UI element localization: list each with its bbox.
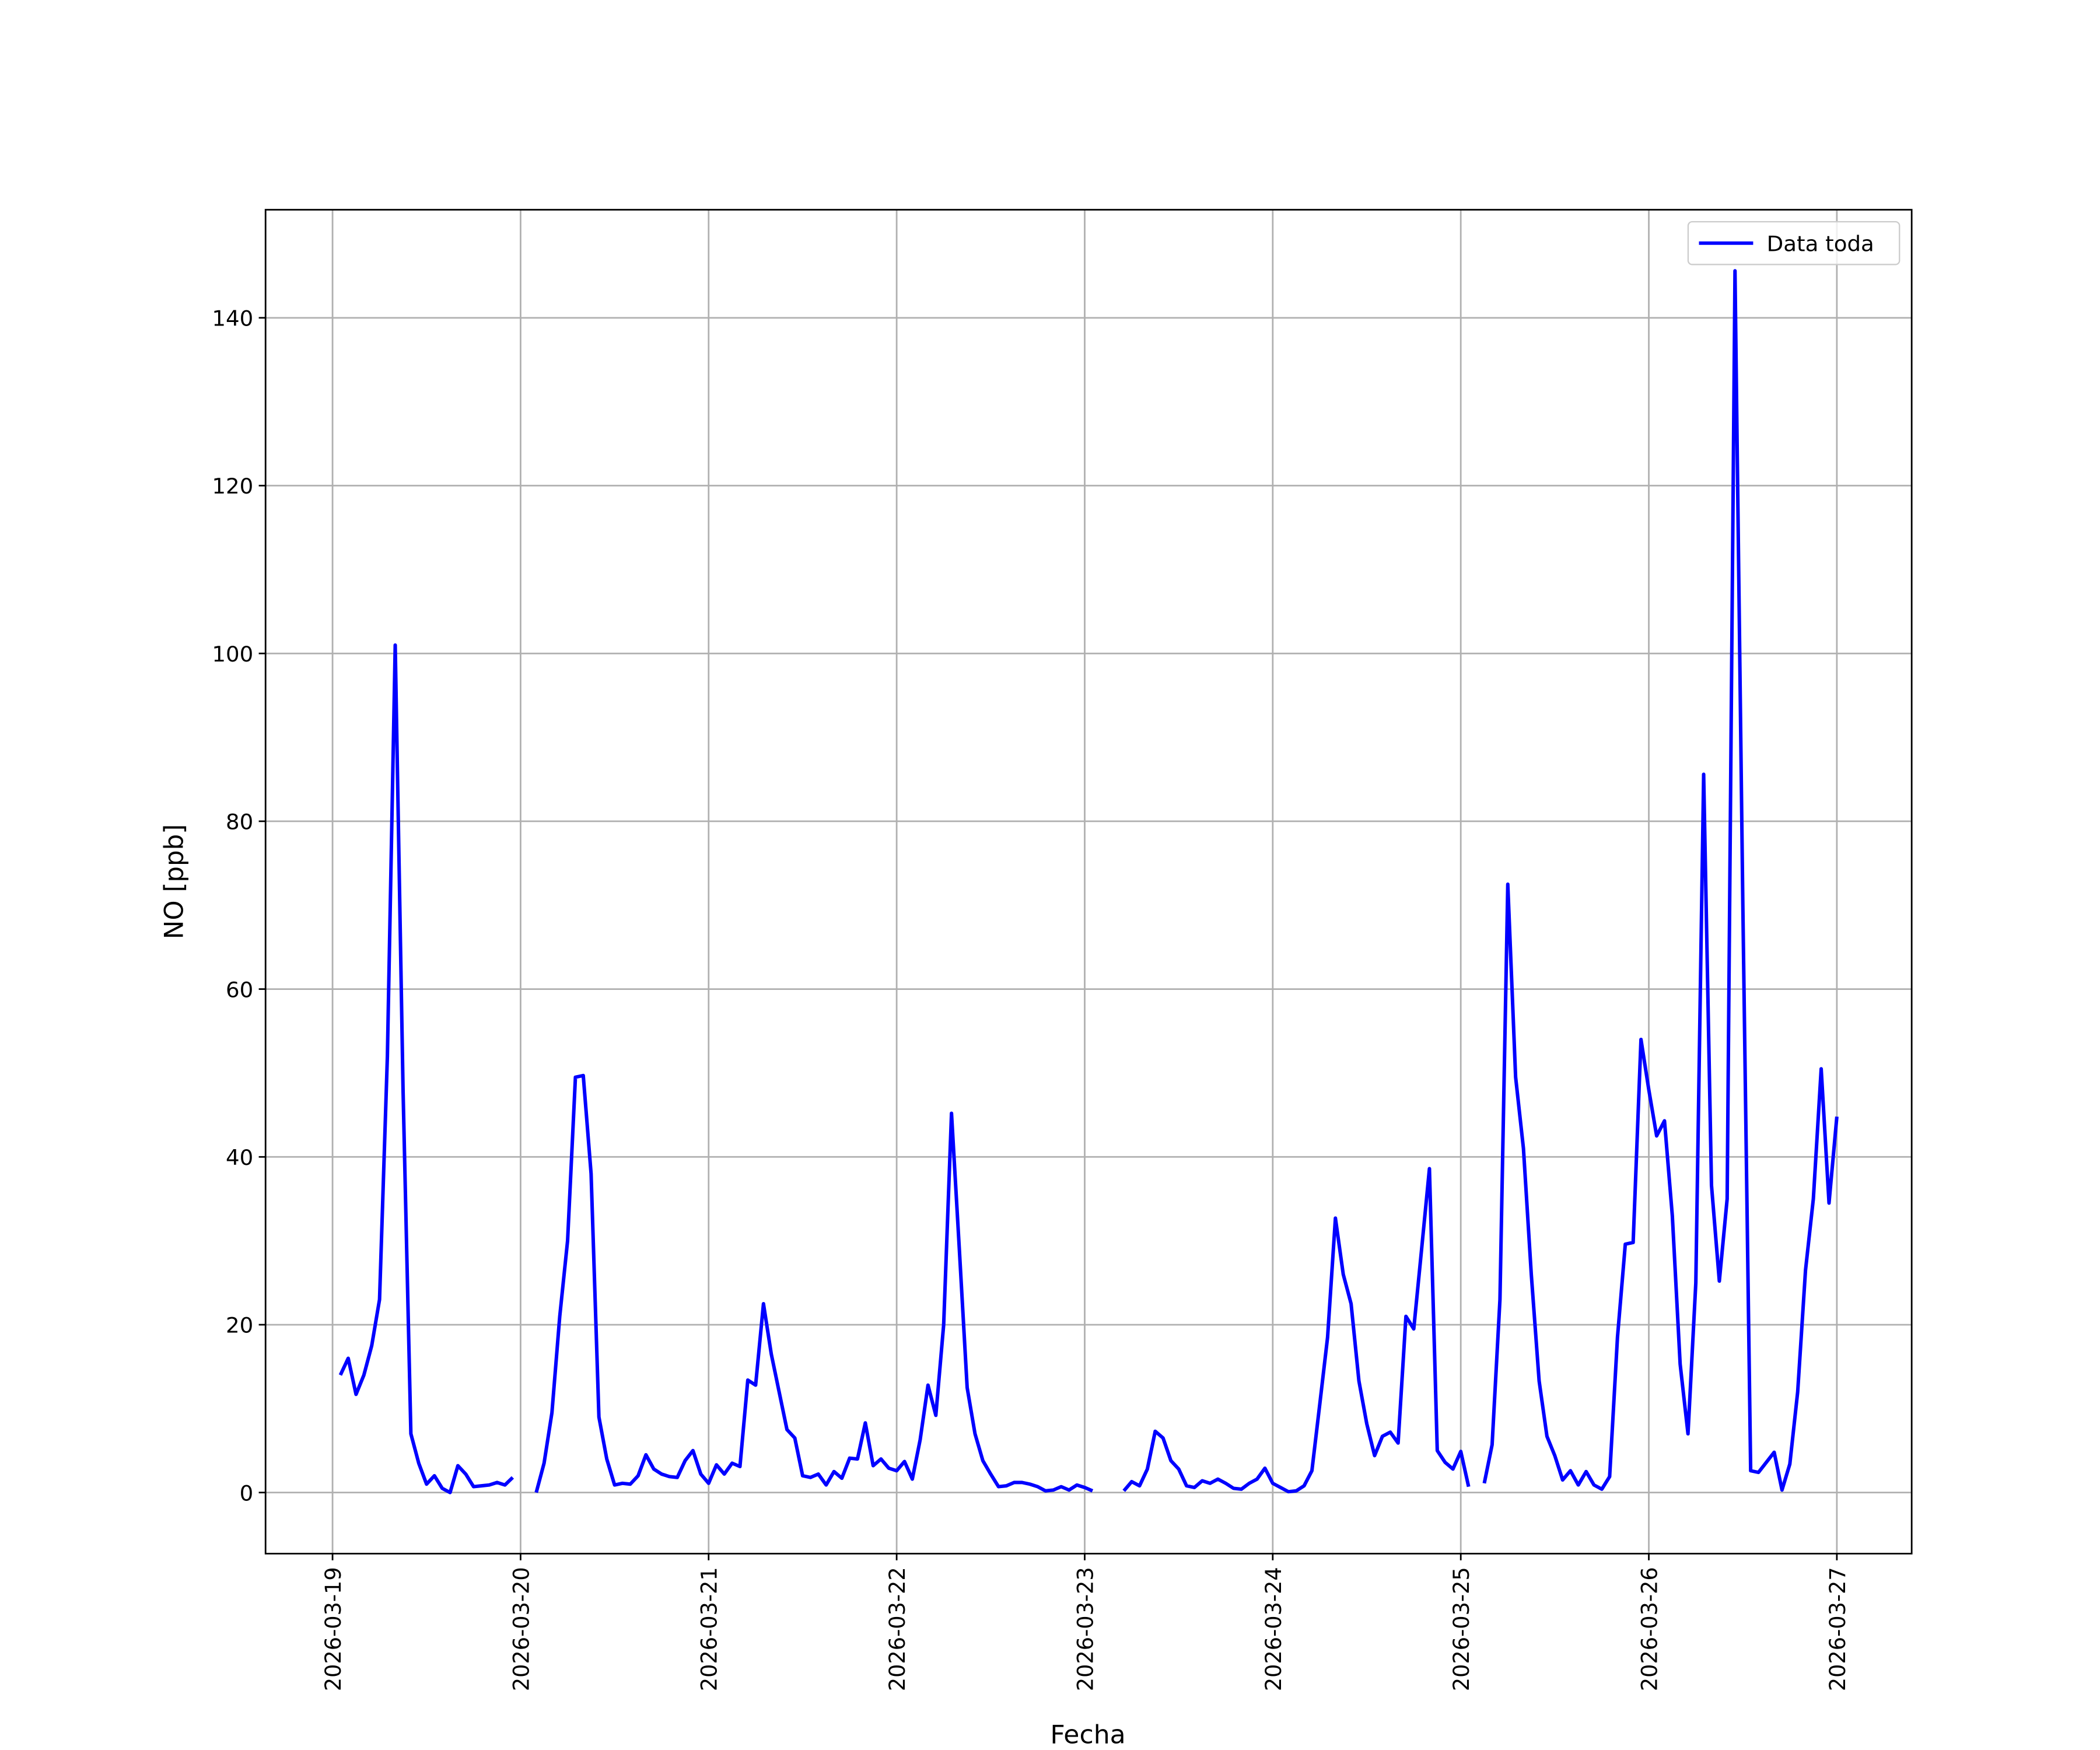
x-tick-label: 2026-03-21 [696, 1567, 722, 1691]
y-tick-label: 120 [212, 474, 253, 499]
x-axis-label: Fecha [1050, 1720, 1125, 1750]
y-tick-label: 40 [226, 1145, 253, 1170]
y-tick-label: 80 [226, 810, 253, 835]
y-tick-label: 20 [226, 1313, 253, 1338]
y-tick-label: 0 [240, 1481, 254, 1506]
y-tick-label: 100 [212, 642, 253, 667]
x-tick-label: 2026-03-19 [321, 1567, 346, 1691]
y-axis-label: NO [ppb] [159, 824, 189, 939]
x-tick-label: 2026-03-25 [1449, 1567, 1474, 1691]
data-line [338, 269, 1839, 1494]
legend: Data toda [1687, 221, 1901, 265]
x-tick-label: 2026-03-23 [1073, 1567, 1098, 1691]
x-tick-label: 2026-03-27 [1825, 1567, 1850, 1691]
x-tick-label: 2026-03-20 [509, 1567, 534, 1691]
plot-area [338, 269, 1839, 1494]
x-tick-label: 2026-03-26 [1637, 1567, 1662, 1691]
x-tick-label: 2026-03-22 [885, 1567, 910, 1691]
grid [265, 209, 1912, 1554]
y-tick-label: 60 [226, 978, 253, 1003]
legend-label: Data toda [1767, 232, 1874, 257]
ticks: 0 20 40 60 80 100 120 140 2026-03-19 2026-03-20 20… [212, 306, 1850, 1691]
x-tick-label: 2026-03-24 [1261, 1567, 1286, 1691]
y-tick-label: 140 [212, 306, 253, 331]
axes-frame [264, 209, 1913, 1555]
legend-box [1687, 221, 1901, 265]
